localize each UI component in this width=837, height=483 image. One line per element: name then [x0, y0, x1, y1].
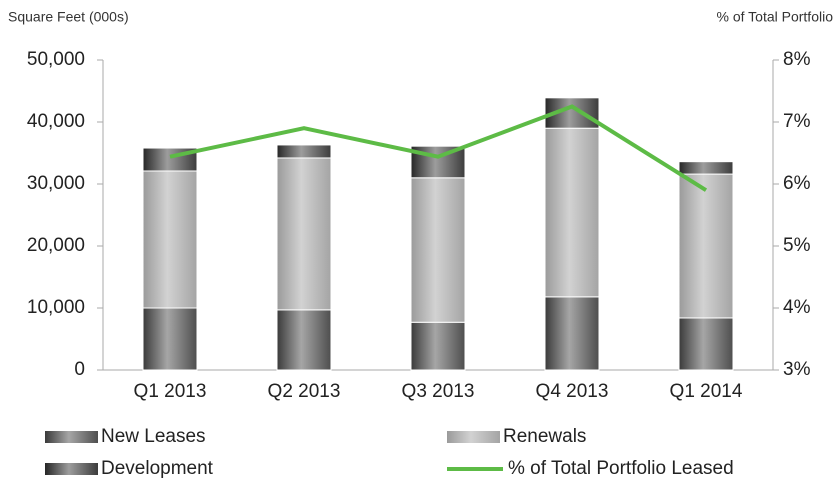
y2-tick-label: 6%	[783, 173, 811, 194]
y2-tick-label: 7%	[783, 111, 811, 132]
legend-swatch	[447, 431, 500, 443]
y-tick-label: 0	[74, 359, 85, 380]
y-tick-label: 20,000	[27, 235, 85, 256]
legend-label: Renewals	[503, 426, 586, 447]
bar-segment	[276, 157, 332, 311]
y-tick-label: 30,000	[27, 173, 85, 194]
y2-tick-label: 3%	[783, 359, 811, 380]
legend-label: New Leases	[101, 426, 206, 447]
y2-axis-title: % of Total Portfolio	[717, 9, 834, 25]
bar-segment	[276, 309, 332, 371]
bar-segment	[410, 177, 466, 323]
x-tick-label: Q1 2014	[670, 381, 743, 402]
y-tick-label: 40,000	[27, 111, 85, 132]
y-axis-title: Square Feet (000s)	[8, 9, 129, 25]
legend-swatch	[45, 431, 98, 443]
legend-swatch	[45, 463, 98, 475]
bar-segment	[142, 307, 198, 371]
legend-label: Development	[101, 458, 214, 479]
x-tick-label: Q1 2013	[134, 381, 207, 402]
y-tick-label: 50,000	[27, 49, 85, 70]
legend-label: % of Total Portfolio Leased	[508, 458, 734, 479]
line-series	[169, 104, 708, 192]
bar-segment	[678, 161, 734, 175]
bar-segment	[544, 296, 600, 371]
bar-segment	[410, 321, 466, 371]
x-tick-label: Q2 2013	[268, 381, 341, 402]
bar-segment	[142, 170, 198, 309]
bar-segment	[678, 173, 734, 319]
bar-segment	[678, 317, 734, 371]
y2-tick-label: 8%	[783, 49, 811, 70]
y-tick-label: 10,000	[27, 297, 85, 318]
bar-segment	[276, 144, 332, 159]
x-tick-label: Q3 2013	[402, 381, 475, 402]
bar-segment	[544, 127, 600, 298]
y2-tick-label: 4%	[783, 297, 811, 318]
x-tick-label: Q4 2013	[536, 381, 609, 402]
y2-tick-label: 5%	[783, 235, 811, 256]
